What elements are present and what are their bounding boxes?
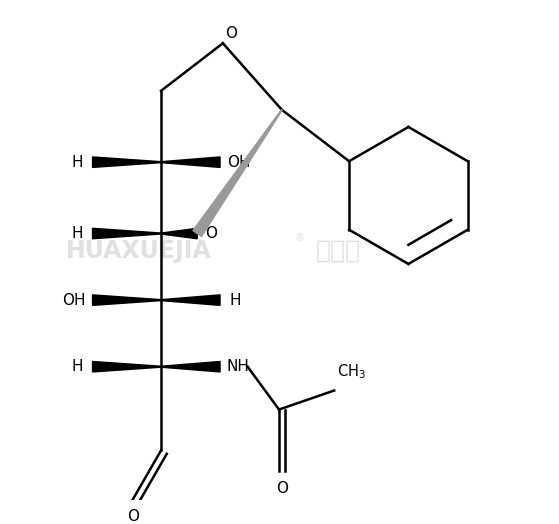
Polygon shape [161, 228, 197, 239]
Text: 化学加: 化学加 [316, 238, 361, 263]
Polygon shape [93, 295, 161, 305]
Text: OH: OH [227, 155, 250, 170]
Text: H: H [72, 155, 83, 170]
Text: O: O [276, 481, 288, 496]
Polygon shape [93, 228, 161, 239]
Text: OH: OH [63, 292, 86, 308]
Polygon shape [161, 362, 220, 372]
Text: H: H [230, 292, 241, 308]
Polygon shape [93, 362, 161, 372]
Text: O: O [127, 509, 140, 524]
Text: CH$_3$: CH$_3$ [337, 362, 366, 381]
Polygon shape [193, 110, 282, 236]
Polygon shape [93, 157, 161, 167]
Text: H: H [72, 226, 83, 241]
Text: ®: ® [294, 233, 304, 243]
Polygon shape [161, 157, 220, 167]
Text: O: O [225, 26, 237, 41]
Text: O: O [205, 226, 217, 241]
Polygon shape [161, 295, 220, 305]
Text: HUAXUEJIA: HUAXUEJIA [66, 238, 212, 263]
Text: NH: NH [227, 359, 249, 374]
Text: H: H [72, 359, 83, 374]
